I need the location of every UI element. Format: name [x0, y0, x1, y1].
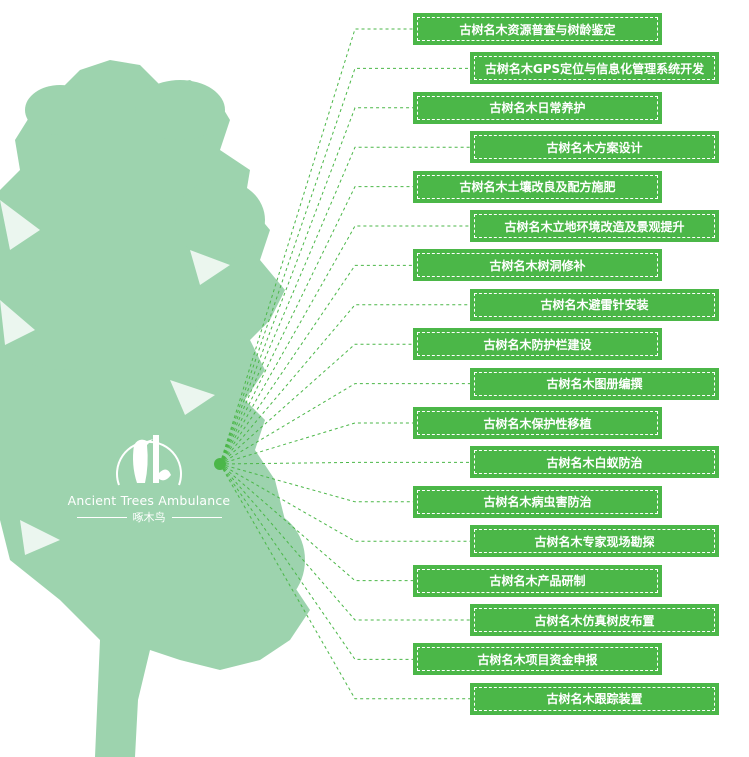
connector-line — [219, 463, 413, 582]
service-label: 古树名木GPS定位与信息化管理系统开发 — [484, 61, 705, 76]
service-label: 古树名木跟踪装置 — [546, 692, 643, 707]
service-item: 古树名木立地环境改造及景观提升 — [470, 210, 719, 242]
service-label: 古树名木日常养护 — [489, 101, 586, 116]
service-label: 古树名木土壤改良及配方施肥 — [459, 180, 616, 195]
connector-line — [219, 264, 413, 465]
service-item: 古树名木土壤改良及配方施肥 — [413, 170, 662, 203]
connector-line — [219, 186, 413, 465]
service-label: 古树名木产品研制 — [489, 574, 586, 589]
connector-line — [219, 463, 413, 503]
service-item: 古树名木日常养护 — [413, 91, 662, 124]
service-item: 古树名木病虫害防治 — [413, 485, 662, 518]
service-item: 古树名木产品研制 — [413, 564, 662, 597]
service-item: 古树名木资源普查与树龄鉴定 — [413, 13, 662, 45]
connector-line — [219, 463, 470, 621]
hub-dot — [214, 458, 226, 470]
service-label: 古树名木立地环境改造及景观提升 — [504, 219, 685, 234]
service-item: 古树名木跟踪装置 — [470, 682, 719, 715]
service-item: 古树名木方案设计 — [470, 131, 719, 164]
service-item: 古树名木项目资金申报 — [413, 643, 662, 676]
connector-line — [219, 422, 413, 465]
logo-english-text: Ancient Trees Ambulance — [67, 493, 231, 508]
service-label: 古树名木保护性移植 — [483, 416, 592, 431]
service-item: 古树名木图册编撰 — [470, 367, 719, 400]
connector-line — [219, 343, 413, 465]
connector-line — [219, 461, 470, 465]
logo-chinese-text: 啄木鸟 — [132, 511, 166, 524]
connector-line — [219, 107, 413, 465]
service-label: 古树名木方案设计 — [546, 140, 643, 155]
service-item: 古树名木白蚁防治 — [470, 446, 719, 479]
connector-line — [219, 67, 470, 465]
connector-line — [219, 383, 470, 465]
service-label: 古树名木项目资金申报 — [477, 652, 598, 667]
divider — [76, 516, 127, 518]
connector-line — [219, 225, 470, 465]
connector-line — [219, 463, 413, 660]
service-item: 古树名木GPS定位与信息化管理系统开发 — [470, 52, 719, 85]
service-item: 古树名木防护栏建设 — [413, 328, 662, 361]
service-label: 古树名木图册编撰 — [546, 377, 643, 392]
service-item: 古树名木避雷针安装 — [470, 288, 719, 321]
service-label: 古树名木防护栏建设 — [483, 337, 592, 352]
service-item: 古树名木仿真树皮布置 — [470, 604, 719, 636]
divider — [171, 516, 222, 518]
connector-line — [219, 28, 413, 465]
service-item: 古树名木保护性移植 — [413, 407, 662, 439]
service-label: 古树名木专家现场勘探 — [534, 534, 655, 549]
service-label: 古树名木白蚁防治 — [546, 455, 643, 470]
connector-line — [219, 146, 470, 465]
service-item: 古树名木专家现场勘探 — [470, 525, 719, 558]
service-label: 古树名木仿真树皮布置 — [534, 613, 655, 628]
service-label: 古树名木资源普查与树龄鉴定 — [459, 22, 616, 37]
service-label: 古树名木病虫害防治 — [483, 495, 592, 510]
woodpecker-icon — [116, 435, 182, 486]
service-label: 古树名木树洞修补 — [489, 258, 586, 273]
service-label: 古树名木避雷针安装 — [540, 298, 649, 313]
logo: Ancient Trees Ambulance 啄木鸟 — [64, 425, 234, 525]
service-item: 古树名木树洞修补 — [413, 249, 662, 282]
connector-line — [219, 463, 470, 700]
